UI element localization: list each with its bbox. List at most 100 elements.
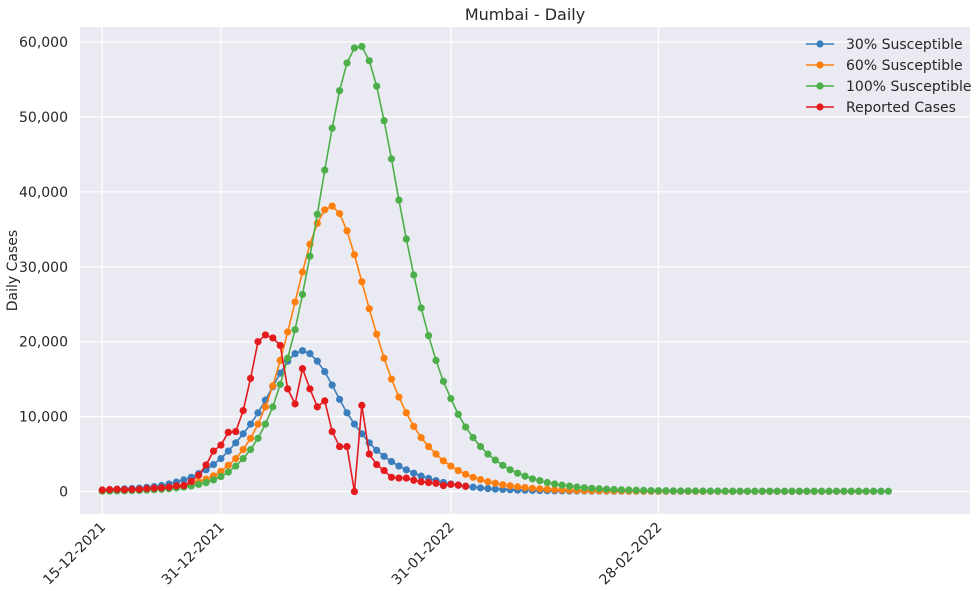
- data-point: [232, 454, 240, 463]
- data-point: [217, 472, 225, 481]
- data-point: [328, 381, 336, 389]
- data-point: [424, 332, 433, 340]
- data-point: [298, 365, 307, 373]
- x-tick-label: 31-01-2022: [389, 520, 458, 589]
- y-tick-label: 60,000: [19, 35, 68, 51]
- data-point: [380, 354, 388, 362]
- data-point: [625, 486, 633, 494]
- data-point: [536, 477, 544, 485]
- data-point: [239, 407, 247, 415]
- data-point: [684, 487, 692, 495]
- data-point: [432, 479, 440, 487]
- data-point: [766, 487, 774, 495]
- data-point: [254, 338, 262, 346]
- x-axis-ticks: 15-12-2021 31-12-2021 31-01-2022 28-02-2022: [40, 520, 665, 589]
- data-point: [306, 252, 314, 260]
- data-point: [432, 356, 440, 365]
- data-point: [239, 445, 247, 454]
- data-point: [447, 462, 455, 470]
- data-point: [358, 278, 366, 286]
- y-axis-ticks: 0 10,000 20,000 30,000 40,000 50,000 60,000: [19, 35, 68, 501]
- legend-marker: [816, 103, 824, 111]
- data-point: [513, 483, 522, 491]
- x-tick-label: 28-02-2022: [596, 520, 665, 589]
- data-point: [528, 475, 537, 483]
- data-point: [373, 446, 381, 454]
- data-point: [758, 487, 766, 495]
- data-point: [254, 434, 262, 442]
- data-point: [439, 481, 448, 490]
- data-point: [165, 483, 173, 491]
- data-point: [269, 382, 277, 390]
- data-point: [195, 480, 203, 489]
- data-point: [825, 487, 833, 495]
- plot-area: [80, 27, 970, 514]
- data-point: [714, 487, 722, 495]
- data-point: [654, 487, 663, 495]
- data-point: [387, 473, 396, 481]
- data-point: [410, 476, 418, 484]
- data-point: [202, 478, 210, 487]
- data-point: [157, 484, 166, 492]
- y-tick-label: 40,000: [19, 185, 68, 201]
- data-point: [350, 487, 359, 496]
- data-point: [335, 209, 344, 218]
- data-point: [180, 476, 188, 484]
- data-point: [847, 487, 855, 495]
- data-point: [284, 385, 292, 393]
- data-point: [410, 422, 418, 430]
- data-point: [313, 357, 321, 365]
- data-point: [306, 385, 314, 393]
- data-point: [743, 487, 752, 495]
- data-point: [313, 210, 321, 218]
- data-point: [217, 467, 225, 475]
- series-100-susceptible: [98, 42, 893, 495]
- data-point: [729, 487, 737, 495]
- data-point: [246, 374, 255, 382]
- series-layer: [98, 42, 893, 496]
- data-point: [543, 485, 551, 493]
- data-point: [232, 427, 240, 436]
- data-point: [432, 450, 440, 458]
- y-axis-label: Daily Cases: [5, 230, 21, 311]
- data-point: [298, 268, 307, 276]
- data-point: [276, 341, 284, 350]
- data-point: [291, 298, 299, 306]
- legend-marker: [816, 82, 824, 90]
- data-point: [387, 457, 396, 466]
- data-point: [551, 486, 559, 494]
- data-point: [172, 482, 181, 490]
- data-point: [239, 454, 247, 463]
- legend-item: 100% Susceptible: [806, 79, 972, 95]
- data-point: [551, 480, 559, 488]
- data-point: [491, 479, 499, 487]
- data-point: [818, 487, 826, 495]
- data-point: [491, 485, 499, 493]
- data-point: [261, 403, 270, 411]
- data-point: [106, 486, 114, 494]
- data-point: [113, 485, 121, 493]
- data-point: [484, 478, 492, 486]
- data-point: [840, 487, 848, 495]
- data-point: [328, 202, 336, 210]
- data-point: [246, 434, 255, 442]
- data-point: [321, 166, 329, 174]
- data-point: [662, 487, 670, 495]
- data-point: [224, 468, 232, 476]
- legend-item: Reported Cases: [806, 100, 956, 116]
- data-point: [632, 486, 640, 494]
- data-point: [373, 82, 381, 90]
- data-point: [476, 475, 485, 484]
- data-point: [439, 457, 448, 465]
- series-reported-cases: [98, 331, 470, 496]
- data-point: [350, 251, 359, 259]
- data-point: [395, 196, 403, 204]
- data-point: [454, 481, 462, 489]
- y-tick-label: 10,000: [19, 410, 68, 426]
- data-point: [410, 469, 418, 477]
- data-point: [402, 235, 410, 243]
- data-point: [98, 486, 106, 494]
- data-point: [135, 485, 143, 493]
- data-point: [669, 487, 677, 495]
